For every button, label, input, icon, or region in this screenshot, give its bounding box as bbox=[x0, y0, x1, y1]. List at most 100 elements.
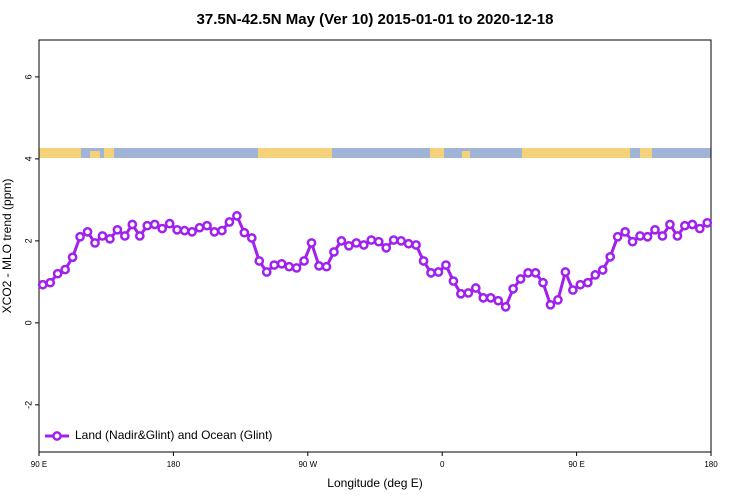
data-point bbox=[463, 288, 474, 298]
data-point bbox=[75, 231, 85, 242]
data-point bbox=[254, 256, 265, 266]
data-point bbox=[665, 219, 675, 230]
data-point bbox=[194, 222, 205, 233]
data-point bbox=[388, 235, 399, 245]
data-point bbox=[321, 261, 332, 272]
legend-marker bbox=[52, 431, 62, 441]
data-point bbox=[142, 220, 153, 231]
data-point bbox=[441, 260, 451, 270]
data-point bbox=[105, 233, 115, 244]
data-point bbox=[60, 264, 70, 275]
data-point bbox=[306, 238, 317, 248]
data-point bbox=[478, 293, 489, 303]
data-point bbox=[545, 299, 556, 310]
data-point bbox=[224, 217, 235, 227]
data-point bbox=[470, 283, 481, 293]
y-tick-label: 4 bbox=[23, 156, 33, 161]
data-point bbox=[366, 235, 377, 245]
data-point bbox=[82, 227, 93, 237]
data-point bbox=[299, 256, 309, 266]
data-point bbox=[261, 267, 272, 277]
data-point bbox=[157, 223, 168, 234]
data-point bbox=[344, 240, 354, 251]
data-point bbox=[67, 252, 78, 263]
data-point bbox=[37, 279, 48, 290]
x-tick-label: 90 W bbox=[298, 460, 317, 469]
y-tick-label: 2 bbox=[23, 238, 33, 243]
data-point bbox=[172, 224, 182, 235]
data-point bbox=[456, 288, 466, 299]
series-line bbox=[42, 213, 709, 310]
data-point bbox=[657, 231, 668, 241]
data-point bbox=[418, 256, 429, 266]
data-point bbox=[149, 219, 160, 230]
y-tick-label: 6 bbox=[23, 74, 33, 79]
data-point bbox=[597, 265, 608, 275]
data-point bbox=[112, 224, 123, 235]
data-point bbox=[627, 236, 638, 247]
data-point bbox=[336, 236, 347, 246]
data-point bbox=[635, 231, 645, 241]
data-point bbox=[650, 224, 660, 235]
data-point bbox=[523, 268, 533, 278]
data-point bbox=[485, 293, 496, 303]
data-point bbox=[575, 279, 586, 290]
data-point bbox=[530, 268, 541, 278]
data-point bbox=[538, 277, 548, 288]
data-point bbox=[605, 252, 616, 262]
y-axis-label: XCO2 - MLO trend (ppm) bbox=[0, 179, 14, 314]
data-point bbox=[373, 236, 384, 247]
x-tick-label: 180 bbox=[167, 460, 181, 469]
data-point bbox=[276, 258, 287, 269]
data-point bbox=[97, 231, 108, 241]
data-point bbox=[217, 225, 227, 236]
data-point bbox=[202, 220, 212, 231]
data-point bbox=[314, 261, 324, 271]
y-tick-label: -2 bbox=[23, 401, 33, 409]
x-tick-label: 180 bbox=[704, 460, 718, 469]
data-point bbox=[590, 270, 601, 280]
data-point bbox=[403, 238, 414, 249]
data-point bbox=[164, 218, 175, 229]
data-point bbox=[127, 219, 138, 230]
y-tick-label: 0 bbox=[23, 320, 33, 325]
data-point bbox=[411, 240, 421, 250]
data-point bbox=[232, 211, 242, 221]
data-point bbox=[351, 238, 362, 248]
data-point bbox=[515, 274, 526, 284]
x-tick-label: 90 E bbox=[31, 460, 47, 469]
data-point bbox=[52, 268, 63, 279]
x-tick-label: 0 bbox=[440, 460, 445, 469]
data-point bbox=[620, 227, 630, 237]
plot-frame bbox=[38, 39, 712, 453]
data-point bbox=[582, 277, 593, 288]
x-tick-label: 90 E bbox=[568, 460, 584, 469]
data-point bbox=[381, 242, 392, 253]
data-point bbox=[568, 285, 578, 295]
data-point bbox=[239, 227, 250, 238]
data-point bbox=[680, 220, 690, 231]
data-point bbox=[672, 231, 683, 241]
data-point bbox=[448, 276, 459, 286]
data-point bbox=[702, 217, 713, 228]
legend-label: Land (Nadir&Glint) and Ocean (Glint) bbox=[75, 428, 272, 442]
x-axis-label: Longitude (deg E) bbox=[327, 476, 422, 490]
data-point bbox=[358, 240, 369, 250]
data-point bbox=[45, 277, 56, 288]
data-point bbox=[560, 267, 571, 277]
data-point bbox=[329, 247, 339, 257]
data-point bbox=[134, 231, 145, 241]
data-point bbox=[553, 295, 563, 305]
chart-title: 37.5N-42.5N May (Ver 10) 2015-01-01 to 2… bbox=[197, 11, 554, 28]
map-strip bbox=[39, 148, 711, 158]
data-point bbox=[612, 231, 623, 242]
data-point bbox=[642, 231, 653, 242]
data-point bbox=[500, 302, 511, 312]
data-point bbox=[120, 231, 130, 241]
data-point bbox=[90, 238, 100, 248]
data-point bbox=[209, 227, 220, 237]
data-point bbox=[433, 267, 444, 277]
data-point bbox=[269, 260, 280, 270]
data-point bbox=[187, 227, 197, 237]
